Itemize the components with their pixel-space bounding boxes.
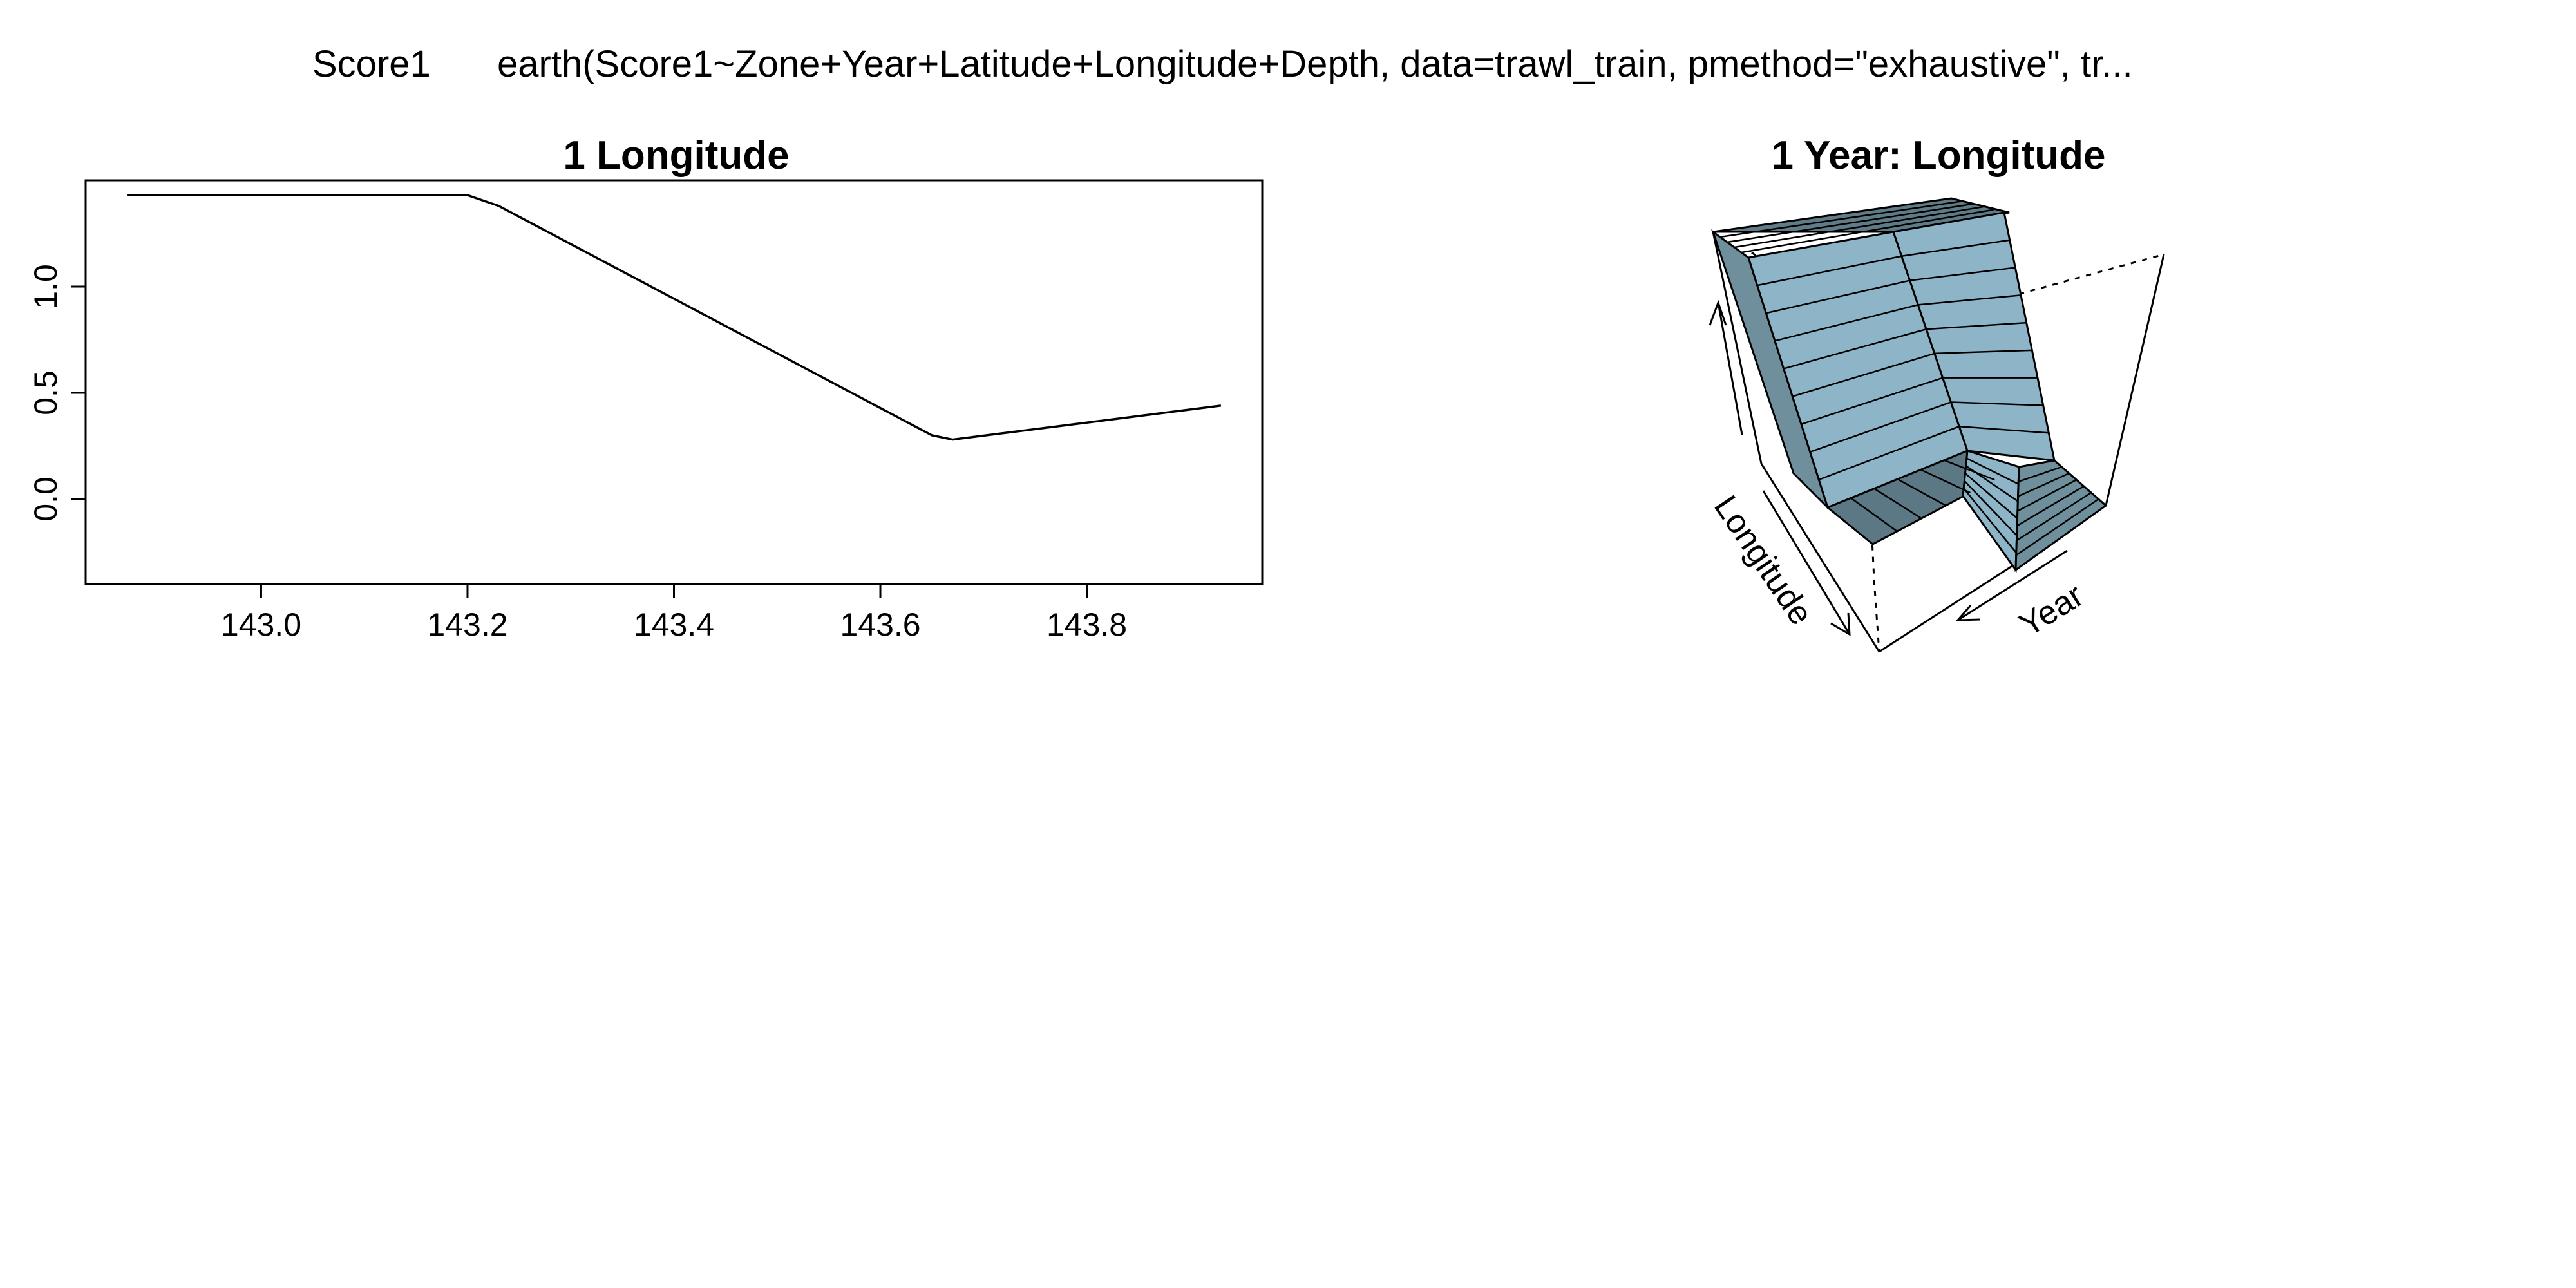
mesh-line: [1850, 497, 1898, 533]
panel2-title: 1 Year: Longitude: [1771, 133, 2105, 178]
x-tick-label: 143.0: [221, 607, 301, 643]
mesh-line: [1964, 473, 2018, 519]
mesh-line: [1801, 377, 1944, 425]
mesh-line: [1757, 255, 1902, 287]
panel1-axes: 143.0 143.2 143.4 143.6 143.8 0.0 0.5 1.0: [28, 264, 1127, 643]
mesh-line: [1873, 488, 1922, 520]
mesh-line: [1897, 478, 1947, 507]
y-tick-label: 0.0: [28, 477, 64, 522]
line-vertices: [127, 195, 1221, 440]
axis-arrows: [1709, 299, 2068, 636]
x-tick-label: 143.6: [840, 607, 920, 643]
mesh-line: [1741, 209, 1994, 254]
mesh-line: [1901, 239, 2010, 258]
mesh-line: [2016, 485, 2085, 527]
plot-frame: [84, 179, 1264, 585]
x-tick-label: 143.4: [634, 607, 714, 643]
mesh-line: [1944, 459, 1995, 481]
mesh-line: [2018, 472, 2070, 497]
mesh-line: [2016, 491, 2092, 542]
surface-mesh: [1711, 197, 2108, 573]
mesh-line: [1951, 401, 2043, 406]
surface-grid-lines: [1719, 200, 2099, 556]
year-axis-label: Year: [2013, 576, 2090, 644]
mesh-line: [1892, 231, 1969, 451]
y-tick-label: 1.0: [28, 264, 64, 309]
mesh-line: [1965, 465, 2019, 502]
panel1-title: 1 Longitude: [563, 133, 789, 178]
longitude-axis-label: Longitude: [1707, 489, 1820, 632]
mesh-line: [1734, 205, 1984, 249]
model-call-label: earth(Score1~Zone+Year+Latitude+Longitud…: [497, 43, 2133, 85]
mesh-line: [1774, 304, 1918, 342]
mesh-line: [1766, 279, 1910, 314]
mesh-line: [1792, 352, 1935, 397]
mesh-line: [1810, 401, 1951, 453]
mesh-line: [1934, 349, 2032, 355]
x-tick-label: 143.2: [427, 607, 507, 643]
longitude-effect-line: [127, 194, 1222, 441]
mesh-line: [1727, 203, 1973, 243]
mesh-line: [1959, 425, 2049, 434]
mesh-line: [1920, 469, 1971, 494]
mesh-line: [2016, 498, 2099, 556]
y-tick-label: 0.5: [28, 370, 64, 415]
mesh-line: [1963, 488, 2017, 554]
mesh-line: [1918, 294, 2022, 306]
x-tick-label: 143.8: [1046, 607, 1127, 643]
mesh-line: [1966, 457, 2019, 485]
mesh-line: [1818, 426, 1960, 481]
mesh-line: [1719, 200, 1962, 238]
mesh-line: [1783, 328, 1927, 370]
mesh-line: [1909, 267, 2016, 281]
response-label: Score1: [312, 43, 431, 85]
mesh-line: [2017, 478, 2077, 512]
mesh-line: [1964, 480, 2018, 536]
mesh-line: [1926, 321, 2027, 330]
mesh-line: [2018, 466, 2062, 483]
longitude-effect-panel: 1 Longitude 143.0 143.2 143.4 143.6 143.8 0.0…: [28, 133, 1264, 643]
year-longitude-surface-panel: 1 Year: Longitude: [1707, 133, 2165, 653]
